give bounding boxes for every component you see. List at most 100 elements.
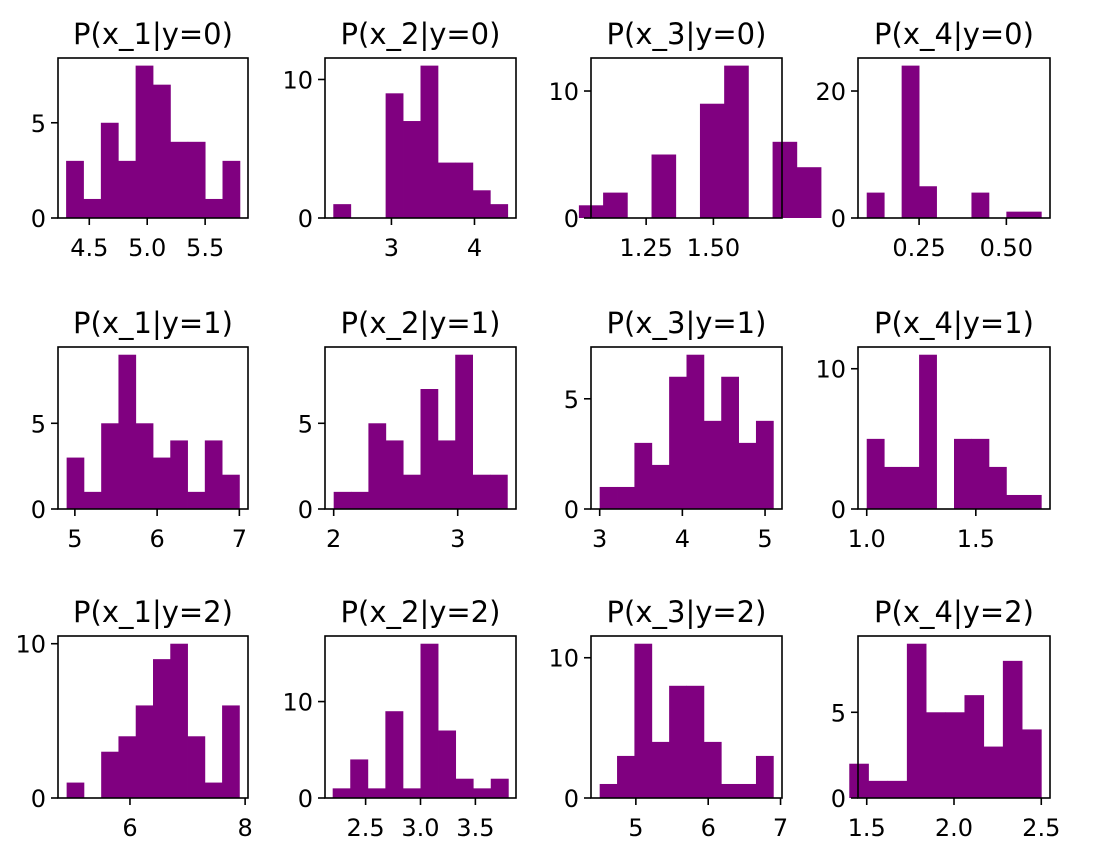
axes-frame	[57, 346, 249, 510]
axes-frame	[590, 57, 783, 219]
histogram-bar	[599, 783, 618, 798]
y-tick-label: 20	[815, 78, 846, 106]
histogram-bar	[403, 474, 421, 509]
x-tick-label: 1.5	[957, 525, 995, 553]
histogram-bar	[222, 474, 240, 509]
histogram-bar	[651, 154, 677, 218]
subplot-2-1: P(x_1|y=1)5 6 705	[31, 306, 249, 553]
histogram-bar	[686, 354, 705, 509]
histogram-bar	[187, 141, 206, 218]
histogram-bar	[403, 121, 421, 218]
x-tick-label: 7	[773, 814, 788, 842]
x-tick-label: 4.5	[70, 234, 108, 262]
axes-frame	[324, 57, 517, 219]
histogram-bar	[721, 783, 739, 798]
x-tick-label: 5.0	[128, 234, 166, 262]
histogram-bar	[170, 440, 188, 509]
y-tick-label: 5	[31, 110, 46, 138]
histogram-bar	[926, 712, 946, 798]
axes-frame	[590, 346, 783, 510]
y-tick-label: 10	[282, 689, 313, 717]
y-tick-label: 0	[831, 496, 846, 524]
histogram-bar	[884, 466, 903, 509]
histogram-bar	[472, 474, 491, 509]
x-tick-label: 5	[628, 814, 643, 842]
subplot-3-1: P(x_1|y=2) 6 8 0 10	[15, 595, 252, 842]
x-tick-label: 1.5	[848, 814, 886, 842]
histogram-bar	[420, 65, 439, 218]
x-tick-label: 2.5	[1022, 814, 1060, 842]
x-tick-label: 3.0	[401, 814, 439, 842]
histogram-bar	[724, 65, 749, 218]
histogram-bar	[472, 190, 491, 218]
subplot-3-2: P(x_2|y=2) 2.5 3.0 3.5 0 10	[282, 595, 517, 842]
subplot-title: P(x_4|y=1)	[874, 306, 1034, 340]
histogram-bar	[490, 204, 509, 218]
y-tick-label: 5	[298, 410, 313, 438]
histogram-bar	[222, 705, 240, 798]
histogram-bar	[738, 783, 757, 798]
histogram-bar	[1002, 660, 1023, 798]
y-tick-label: 0	[31, 205, 46, 233]
histogram-bar	[617, 755, 635, 798]
histogram-bar	[351, 491, 369, 509]
histogram-bar	[66, 160, 84, 218]
histogram-bar	[153, 457, 171, 509]
axes-frame	[857, 346, 1051, 510]
histogram-bar	[651, 741, 670, 798]
histogram-bar	[187, 491, 206, 509]
histogram-bar	[333, 204, 352, 218]
histogram-bar	[490, 778, 509, 798]
histogram-bar	[350, 759, 369, 798]
histogram-bar	[945, 712, 965, 798]
subplot-2-3: P(x_3|y=1) 3 4 5 0 5	[564, 306, 783, 553]
histogram-bar	[222, 160, 241, 218]
subplot-1-3: P(x_3|y=0) 1.25 1.50 0 10	[548, 17, 822, 262]
histogram-bar	[420, 389, 439, 509]
histogram-bar	[170, 643, 188, 798]
y-tick-label: 5	[31, 410, 46, 438]
x-tick-label: 1.50	[687, 234, 740, 262]
y-tick-label: 0	[298, 205, 313, 233]
histogram-bar	[100, 122, 119, 218]
histogram-bar	[599, 486, 618, 509]
y-tick-label: 10	[548, 645, 579, 673]
histogram-bar	[651, 464, 670, 509]
histogram-bar	[669, 376, 687, 509]
histogram-bar	[964, 695, 985, 798]
subplot-title: P(x_1|y=2)	[73, 595, 233, 629]
histogram-bar	[1023, 494, 1042, 509]
x-tick-label: 2	[326, 525, 341, 553]
histogram-bar	[866, 192, 885, 218]
x-tick-label: 3	[592, 525, 607, 553]
histogram-bar	[455, 354, 473, 509]
histogram-bar	[83, 198, 102, 218]
histogram-bar	[473, 788, 492, 798]
histogram-bar	[455, 778, 474, 798]
histogram-bar	[919, 354, 937, 509]
y-tick-label: 0	[831, 205, 846, 233]
y-tick-label: 10	[548, 78, 579, 106]
histogram-bar	[721, 376, 739, 509]
subplot-title: P(x_1|y=1)	[73, 306, 233, 340]
histogram-bar	[187, 736, 206, 798]
axes-frame	[324, 346, 517, 510]
histogram-bar	[402, 788, 421, 798]
axes-frame	[857, 57, 1051, 219]
histogram-bar	[849, 763, 869, 798]
x-tick-label: 3	[384, 234, 399, 262]
histogram-bar	[135, 705, 154, 798]
histogram-bar	[983, 746, 1004, 798]
x-tick-label: 8	[237, 814, 252, 842]
y-tick-label: 0	[31, 496, 46, 524]
histogram-bar	[420, 643, 439, 798]
x-tick-label: 3	[450, 525, 465, 553]
histogram-bar	[332, 788, 351, 798]
histogram-bar	[66, 457, 85, 509]
y-tick-label: 5	[564, 386, 579, 414]
histogram-bar	[135, 423, 154, 509]
histogram-bar	[333, 491, 352, 509]
histogram-bar	[205, 198, 223, 218]
x-tick-label: 1.0	[848, 525, 886, 553]
